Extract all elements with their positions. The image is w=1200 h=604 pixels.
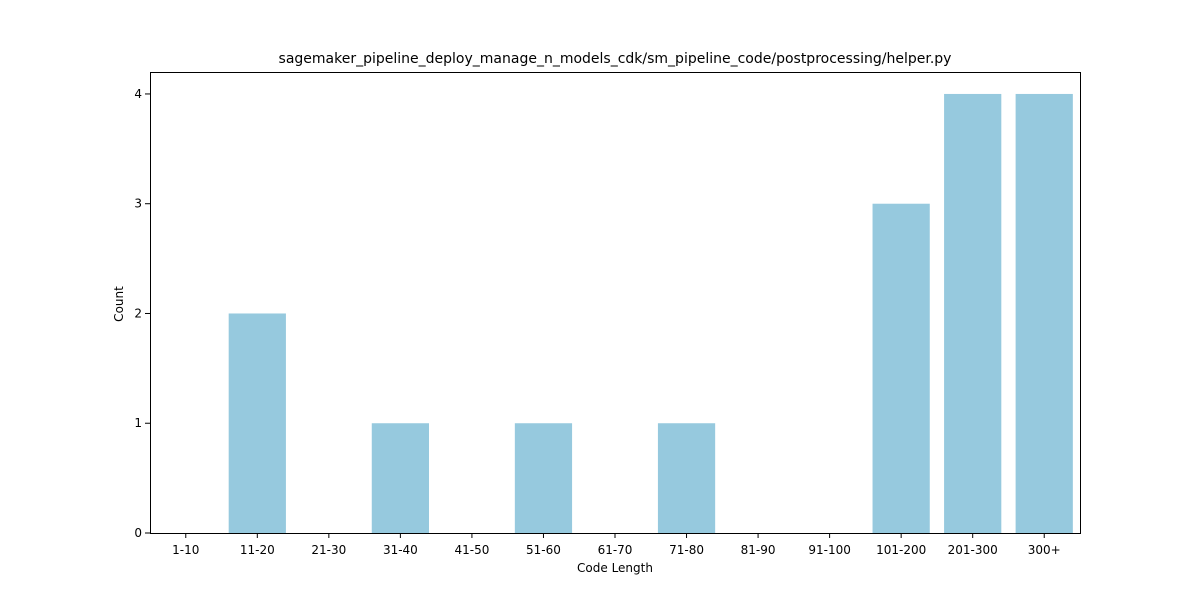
- bar-31-40: [371, 423, 429, 533]
- x-axis-label: Code Length: [577, 561, 653, 575]
- bar-71-80: [657, 423, 716, 533]
- x-tick-label: 31-40: [383, 543, 418, 557]
- x-tick-label: 71-80: [669, 543, 704, 557]
- x-tick-label: 91-100: [808, 543, 851, 557]
- y-axis-ticks: 0 1 2 3 4: [134, 87, 150, 540]
- y-tick-label: 3: [134, 197, 142, 211]
- bar-300+: [1015, 93, 1073, 533]
- x-tick-label: 11-20: [240, 543, 275, 557]
- x-tick-label: 81-90: [741, 543, 776, 557]
- plot-frame: [150, 72, 1081, 534]
- y-tick-label: 1: [134, 416, 142, 430]
- x-tick-label: 41-50: [454, 543, 489, 557]
- bar-11-20: [228, 313, 286, 533]
- bars-layer: [228, 93, 1073, 533]
- x-tick-label: 101-200: [876, 543, 926, 557]
- x-tick-label: 61-70: [598, 543, 633, 557]
- chart-title: sagemaker_pipeline_deploy_manage_n_model…: [279, 51, 952, 67]
- x-tick-label: 21-30: [311, 543, 346, 557]
- y-axis-label: Count: [112, 286, 126, 322]
- x-tick-label: 1-10: [172, 543, 199, 557]
- y-tick-label: 4: [134, 87, 142, 101]
- bar-201-300: [944, 93, 1002, 533]
- x-axis-ticks: 1-10 11-20 21-30 31-40 41-50 51-60 61-70 71-80 8…: [172, 533, 1061, 557]
- bar-101-200: [872, 203, 930, 533]
- y-tick-label: 2: [134, 306, 142, 320]
- x-tick-label: 300+: [1028, 543, 1061, 557]
- bar-51-60: [514, 423, 573, 533]
- x-tick-label: 201-300: [948, 543, 998, 557]
- x-tick-label: 51-60: [526, 543, 561, 557]
- y-tick-label: 0: [134, 526, 142, 540]
